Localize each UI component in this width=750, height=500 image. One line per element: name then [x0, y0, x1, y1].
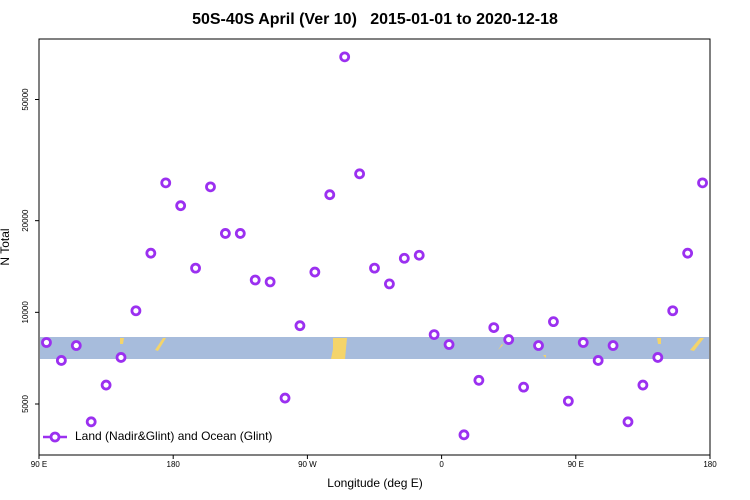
- point: [384, 278, 395, 290]
- y-tick-label: 5000: [21, 395, 30, 413]
- point: [697, 177, 708, 189]
- point: [130, 305, 142, 317]
- point: [488, 322, 500, 333]
- point: [473, 374, 485, 386]
- point: [309, 266, 321, 278]
- point: [637, 379, 649, 391]
- point: [294, 320, 306, 332]
- point: [503, 334, 515, 345]
- point: [607, 340, 619, 351]
- point: [175, 200, 187, 212]
- point: [70, 340, 82, 351]
- point: [443, 339, 455, 350]
- point: [100, 379, 112, 391]
- y-tick-label: 10000: [21, 301, 30, 324]
- point: [577, 337, 589, 348]
- point: [592, 355, 604, 366]
- point: [533, 340, 544, 351]
- point: [160, 177, 172, 189]
- point: [205, 181, 216, 193]
- point: [562, 395, 574, 407]
- y-axis-label: N Total: [0, 228, 12, 265]
- point: [145, 247, 157, 259]
- point: [548, 316, 559, 328]
- point: [339, 51, 351, 63]
- legend-marker: [49, 431, 61, 443]
- point: [279, 392, 291, 404]
- point: [652, 352, 664, 363]
- point: [682, 247, 694, 259]
- chart-title: 50S-40S April (Ver 10) 2015-01-01 to 202…: [192, 11, 558, 28]
- x-tick-label: 90 W: [298, 460, 317, 469]
- point: [518, 381, 530, 393]
- point: [398, 252, 410, 264]
- point: [264, 276, 276, 288]
- x-axis-label: Longitude (deg E): [327, 476, 422, 490]
- plot-frame: [38, 38, 711, 456]
- point: [55, 355, 67, 366]
- point: [413, 249, 425, 261]
- point: [458, 429, 470, 441]
- point: [41, 337, 52, 348]
- x-tick-label: 180: [703, 460, 717, 469]
- y-tick-label: 20000: [21, 209, 30, 232]
- point: [354, 168, 365, 180]
- point: [115, 352, 127, 363]
- point: [234, 228, 246, 239]
- y-tick-label: 50000: [21, 88, 30, 111]
- point: [249, 274, 261, 286]
- point: [622, 416, 634, 428]
- x-tick-label: 90 E: [568, 460, 584, 469]
- point: [85, 416, 97, 428]
- point: [667, 305, 679, 317]
- point: [428, 329, 440, 341]
- x-tick-label: 90 E: [31, 460, 47, 469]
- x-tick-label: 180: [167, 460, 181, 469]
- point: [219, 228, 231, 239]
- point: [369, 262, 380, 274]
- legend-label: Land (Nadir&Glint) and Ocean (Glint): [75, 429, 272, 443]
- point: [190, 262, 201, 274]
- point: [324, 189, 336, 201]
- x-tick-label: 0: [439, 460, 444, 469]
